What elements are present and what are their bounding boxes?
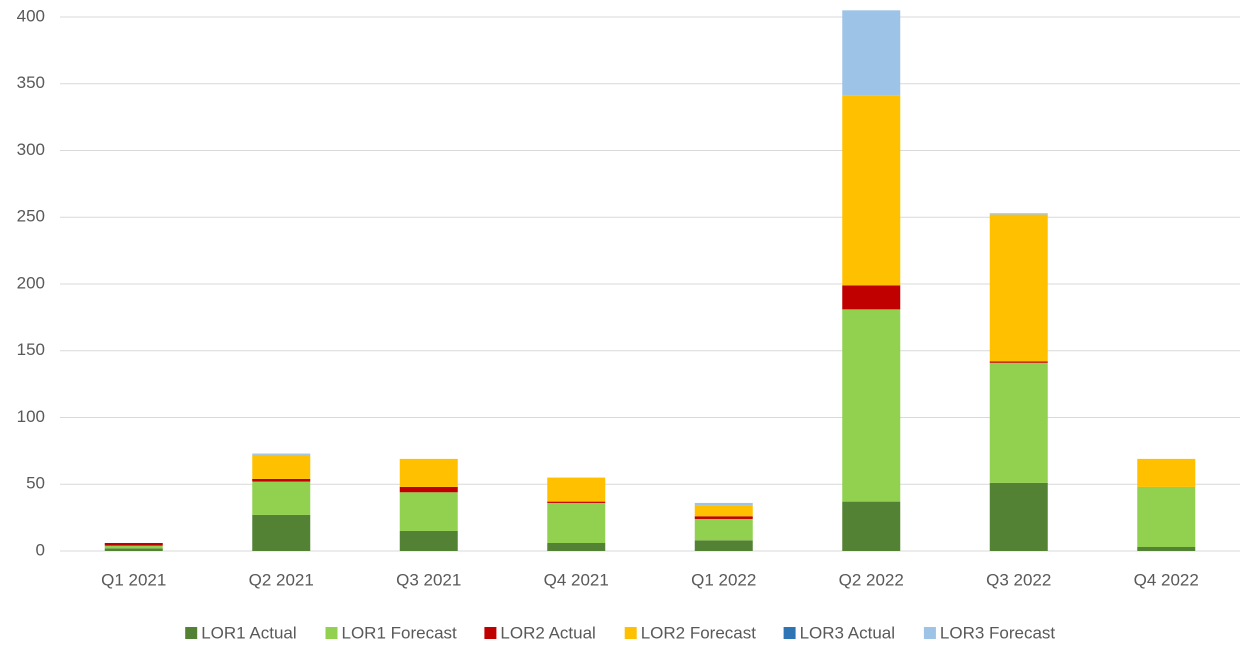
x-tick-label: Q2 2021 (249, 570, 314, 589)
bar-segment (1137, 546, 1196, 551)
bar-segment (252, 453, 311, 455)
legend-label: LOR2 Forecast (641, 623, 757, 642)
bar-segment (547, 542, 606, 551)
bar-segment (694, 540, 753, 551)
bar-segment (989, 362, 1048, 483)
legend-swatch (325, 627, 338, 639)
bar-segment (989, 213, 1048, 215)
bar-segment (104, 545, 163, 549)
y-tick-label: 300 (17, 140, 45, 159)
y-tick-label: 50 (26, 474, 45, 493)
legend-swatch (185, 627, 198, 639)
y-tick-label: 100 (17, 407, 45, 426)
bar-segment (104, 548, 163, 551)
legend-label: LOR1 Forecast (342, 623, 458, 642)
y-tick-label: 200 (17, 273, 45, 292)
bar-segment (547, 502, 606, 543)
legend-label: LOR3 Actual (800, 623, 895, 642)
y-tick-label: 150 (17, 340, 45, 359)
bar-segment (842, 501, 901, 551)
bar-segment (1137, 458, 1196, 487)
bar-segment (399, 492, 458, 531)
y-tick-label: 350 (17, 73, 45, 92)
x-tick-label: Q3 2022 (986, 570, 1051, 589)
x-tick-label: Q4 2021 (544, 570, 609, 589)
y-tick-label: 250 (17, 207, 45, 226)
bar-segment (842, 95, 901, 286)
bar-segment (252, 514, 311, 551)
legend-swatch (624, 627, 637, 639)
bar-segment (252, 478, 311, 482)
x-tick-label: Q2 2022 (839, 570, 904, 589)
bar-segment (399, 530, 458, 551)
y-tick-label: 400 (17, 6, 45, 25)
bar-segment (547, 477, 606, 502)
x-tick-label: Q1 2022 (691, 570, 756, 589)
bar-segment (399, 486, 458, 493)
bar-segment (399, 458, 458, 487)
x-tick-label: Q3 2021 (396, 570, 461, 589)
bar-segment (842, 285, 901, 310)
bar-segment (989, 361, 1048, 363)
bar-segment (104, 542, 163, 546)
bar-segment (547, 501, 606, 503)
bar-segment (694, 518, 753, 541)
x-tick-label: Q4 2022 (1134, 570, 1199, 589)
bar-segment (842, 309, 901, 502)
legend-swatch (783, 627, 796, 639)
legend-label: LOR1 Actual (201, 623, 296, 642)
legend-swatch (484, 627, 497, 639)
bar-segment (989, 482, 1048, 551)
bar-segment (694, 505, 753, 517)
bar-segment (1137, 486, 1196, 547)
bar-segment (252, 481, 311, 515)
legend-swatch (923, 627, 936, 639)
bar-segment (694, 516, 753, 519)
y-tick-label: 0 (36, 540, 45, 559)
bar-segment (694, 502, 753, 506)
legend-label: LOR3 Forecast (940, 623, 1056, 642)
x-tick-label: Q1 2021 (101, 570, 166, 589)
legend-label: LOR2 Actual (500, 623, 595, 642)
bar-segment (989, 214, 1048, 362)
bar-segment (842, 10, 901, 96)
bar-segment (252, 454, 311, 479)
